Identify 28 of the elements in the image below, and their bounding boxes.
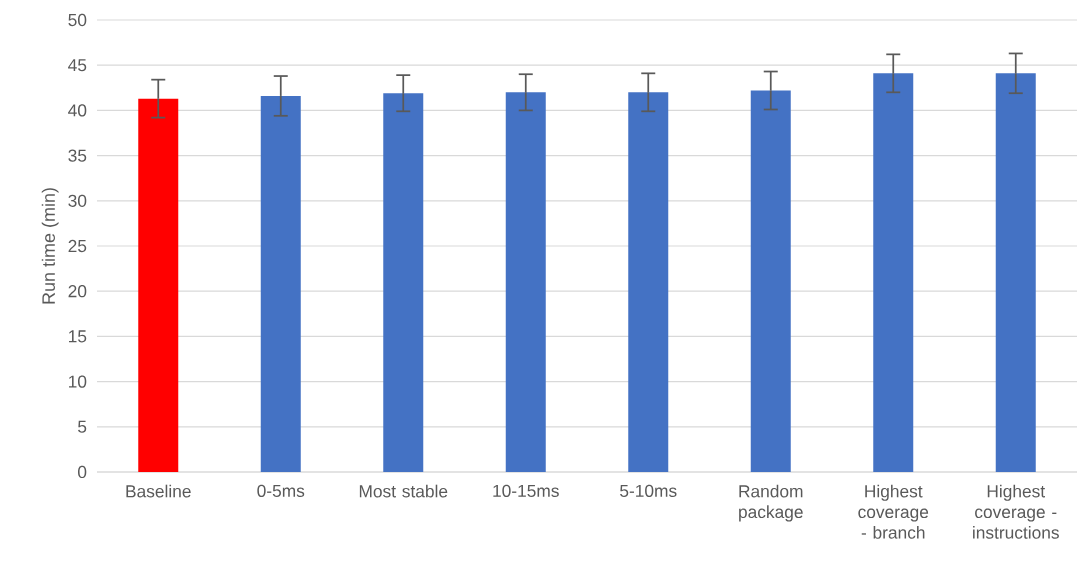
y-tick-label: 45 — [68, 59, 87, 72]
x-tick-label: 10-15ms — [493, 484, 559, 497]
y-tick-label: 10 — [69, 375, 87, 388]
y-tick-label: 0 — [78, 465, 87, 479]
x-tick-label: 0-5ms — [257, 484, 305, 497]
bar — [750, 90, 791, 472]
y-tick-label: 30 — [68, 194, 87, 207]
bar — [628, 92, 669, 472]
y-tick-label: 20 — [68, 285, 87, 298]
bar — [383, 93, 424, 472]
x-tick-label: Highest coverage - branch — [858, 484, 929, 539]
bar — [505, 92, 546, 472]
y-tick-label: 40 — [68, 104, 87, 117]
x-tick-label: Random package — [739, 484, 803, 522]
bar — [873, 73, 914, 472]
y-tick-label: 5 — [78, 420, 87, 433]
x-tick-label: Highest coverage - instructions — [973, 484, 1059, 539]
bar — [138, 98, 179, 472]
y-tick-label: 50 — [68, 13, 87, 27]
y-tick-label: 35 — [68, 149, 87, 162]
bar — [995, 73, 1036, 472]
x-tick-label: 5-10ms — [620, 484, 677, 497]
bar — [260, 95, 301, 472]
y-tick-label: 25 — [68, 239, 87, 253]
y-axis-title: Run time (min) — [41, 188, 59, 304]
y-tick-label: 15 — [69, 330, 87, 343]
x-tick-label: Most stable — [359, 484, 448, 498]
x-tick-label: Baseline — [126, 484, 191, 498]
